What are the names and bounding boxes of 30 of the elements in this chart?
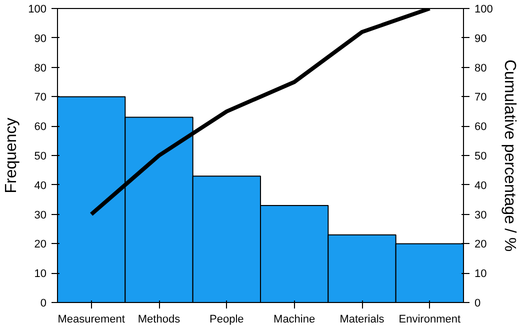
y2-axis-title: Cumulative percentage / %: [500, 59, 518, 252]
y-tick-label: 50: [34, 150, 47, 162]
y2-tick-label: 80: [474, 62, 487, 74]
y-tick-label: 100: [28, 4, 47, 16]
x-tick-label: Materials: [340, 314, 385, 326]
y-axis-title: Frequency: [3, 118, 20, 194]
y2-tick-label: 60: [474, 121, 487, 134]
y2-tick-label: 100: [474, 4, 493, 16]
x-tick-label: Environment: [398, 314, 461, 326]
x-tick-label: Methods: [138, 314, 181, 326]
y-tick-label: 70: [34, 92, 47, 104]
y-tick-label: 40: [34, 180, 47, 192]
y2-tick-label: 30: [474, 209, 487, 222]
y2-tick-label: 10: [474, 268, 487, 280]
y2-tick-label: 20: [474, 238, 487, 251]
x-tick-label: People: [210, 314, 244, 326]
x-tick-label: Machine: [274, 314, 316, 326]
y-tick-label: 90: [34, 32, 47, 45]
y2-tick-label: 50: [474, 150, 487, 162]
y2-tick-label: 70: [474, 92, 487, 104]
y2-tick-label: 0: [474, 298, 481, 310]
y-tick-label: 60: [34, 121, 47, 134]
y-tick-label: 80: [34, 62, 47, 74]
y-tick-label: 0: [40, 298, 47, 310]
y2-tick-label: 90: [474, 32, 487, 45]
y-tick-label: 20: [34, 238, 47, 251]
y-tick-label: 10: [34, 268, 47, 280]
x-tick-label: Measurement: [58, 314, 125, 326]
y-tick-label: 30: [34, 209, 47, 222]
y2-tick-label: 40: [474, 180, 487, 192]
